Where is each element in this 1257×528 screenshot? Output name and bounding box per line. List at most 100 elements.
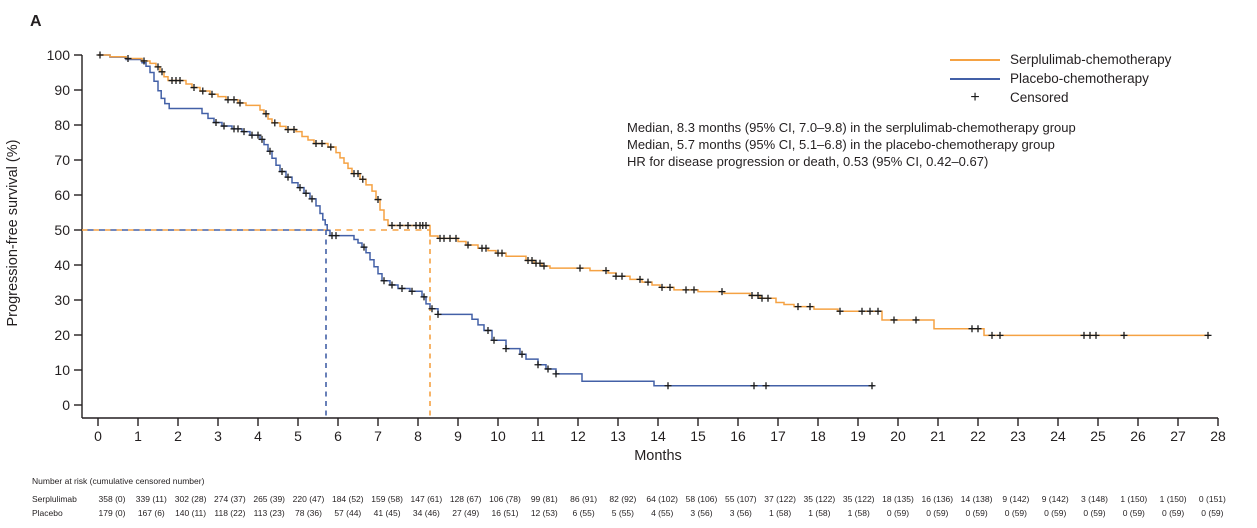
y-tick-label: 90 (54, 82, 70, 98)
x-tick-label: 23 (1010, 428, 1026, 444)
risk-cell: 5 (55) (611, 508, 634, 518)
risk-cell: 274 (37) (214, 494, 246, 504)
x-tick-label: 7 (374, 428, 382, 444)
censor-marks-placebo (212, 119, 876, 390)
km-curve-placebo (98, 54, 874, 387)
legend-item-serplulimab: Serplulimab-chemotherapy (950, 50, 1171, 69)
risk-cell: 6 (55) (572, 508, 595, 518)
risk-cell: 106 (78) (489, 494, 521, 504)
risk-cell: 41 (45) (373, 508, 401, 518)
panel-label: A (30, 13, 42, 30)
censor-marks-serplulimab (96, 51, 1212, 339)
placebo-line-swatch (950, 77, 1000, 80)
risk-cell: 1 (150) (1159, 494, 1187, 504)
legend-label-serplulimab: Serplulimab-chemotherapy (1010, 52, 1172, 67)
risk-cell: 16 (136) (921, 494, 954, 504)
x-axis-label: Months (634, 448, 682, 464)
x-tick-label: 0 (94, 428, 102, 444)
risk-cell: 18 (135) (882, 494, 914, 504)
risk-cell: 0 (59) (1044, 508, 1067, 518)
legend: Serplulimab-chemotherapy Placebo-chemoth… (950, 50, 1171, 107)
risk-cell: 0 (59) (1122, 508, 1145, 518)
risk-cell: 118 (22) (214, 508, 246, 518)
annotation-median-placebo: Median, 5.7 months (95% CI, 5.1–6.8) in … (627, 136, 1055, 152)
risk-cell: 64 (102) (646, 494, 679, 504)
risk-cell: 0 (59) (926, 508, 949, 518)
x-tick-label: 21 (930, 428, 946, 444)
risk-cell: 16 (51) (491, 508, 519, 518)
y-tick-label: 70 (54, 152, 70, 168)
risk-cell: 3 (56) (729, 508, 752, 518)
risk-cell: 14 (138) (960, 494, 993, 504)
risk-cell: 12 (53) (530, 508, 558, 518)
legend-label-censored: Censored (1010, 90, 1069, 105)
x-tick-label: 24 (1050, 428, 1066, 444)
risk-cell: 3 (148) (1081, 494, 1108, 504)
risk-cell: 339 (11) (135, 494, 167, 504)
risk-cell: 167 (6) (137, 508, 165, 518)
x-tick-label: 15 (690, 428, 706, 444)
risk-cell: 82 (92) (609, 494, 637, 504)
y-tick-label: 0 (62, 397, 70, 413)
x-tick-label: 8 (414, 428, 422, 444)
censored-swatch: + (950, 88, 1000, 106)
risk-cell: 0 (59) (965, 508, 988, 518)
risk-cell: 99 (81) (530, 494, 558, 504)
x-tick-label: 10 (490, 428, 506, 444)
risk-cell: 35 (122) (842, 494, 875, 504)
risk-cell: 159 (58) (371, 494, 403, 504)
x-tick-label: 18 (810, 428, 826, 444)
risk-cell: 220 (47) (292, 494, 325, 504)
risk-cell: 358 (0) (98, 494, 126, 504)
risk-cell: 86 (91) (570, 494, 598, 504)
risk-cell: 0 (59) (886, 508, 910, 518)
risk-cell: 34 (46) (412, 508, 440, 518)
y-tick-label: 60 (54, 187, 70, 203)
x-tick-label: 28 (1210, 428, 1226, 444)
censored-plus-icon: + (970, 88, 980, 106)
x-tick-label: 17 (770, 428, 786, 444)
serplulimab-line-swatch (950, 58, 1000, 61)
risk-cell: 0 (59) (1083, 508, 1106, 518)
x-tick-label: 6 (334, 428, 342, 444)
risk-row-label-serplulimab: Serplulimab (32, 494, 77, 504)
x-tick-label: 25 (1090, 428, 1106, 444)
y-tick-label: 10 (54, 362, 70, 378)
x-tick-label: 4 (254, 428, 262, 444)
risk-cell: 1 (58) (768, 508, 792, 518)
risk-cell: 1 (150) (1120, 494, 1148, 504)
annotation-hazard-ratio: HR for disease progression or death, 0.5… (627, 153, 989, 169)
risk-cell: 113 (23) (253, 508, 285, 518)
risk-cell: 9 (142) (1041, 494, 1069, 504)
risk-cell: 9 (142) (1002, 494, 1030, 504)
risk-cell: 179 (0) (98, 508, 126, 518)
risk-cell: 35 (122) (803, 494, 836, 504)
risk-cell: 4 (55) (651, 508, 674, 518)
x-tick-label: 12 (570, 428, 586, 444)
x-tick-label: 22 (970, 428, 986, 444)
x-tick-label: 1 (134, 428, 142, 444)
y-tick-label: 40 (54, 257, 70, 273)
x-tick-label: 20 (890, 428, 906, 444)
x-tick-label: 2 (174, 428, 182, 444)
x-tick-label: 16 (730, 428, 746, 444)
annotation-block: Median, 8.3 months (95% CI, 7.0–9.8) in … (627, 120, 1076, 171)
risk-cell: 0 (151) (1198, 494, 1226, 504)
risk-cell: 128 (67) (449, 494, 482, 504)
x-tick-label: 3 (214, 428, 222, 444)
y-tick-label: 50 (54, 222, 70, 238)
x-tick-label: 14 (650, 428, 666, 444)
x-tick-label: 27 (1170, 428, 1186, 444)
legend-label-placebo: Placebo-chemotherapy (1010, 71, 1149, 86)
x-tick-label: 9 (454, 428, 462, 444)
annotation-median-serplulimab: Median, 8.3 months (95% CI, 7.0–9.8) in … (627, 120, 1076, 135)
risk-cell: 57 (44) (334, 508, 362, 518)
legend-item-censored: + Censored (950, 88, 1171, 107)
serplulimab-line-icon (950, 58, 1000, 61)
risk-cell: 78 (36) (295, 508, 322, 518)
risk-cell: 1 (58) (847, 508, 870, 518)
x-tick-label: 26 (1130, 428, 1146, 444)
x-tick-label: 5 (294, 428, 302, 444)
